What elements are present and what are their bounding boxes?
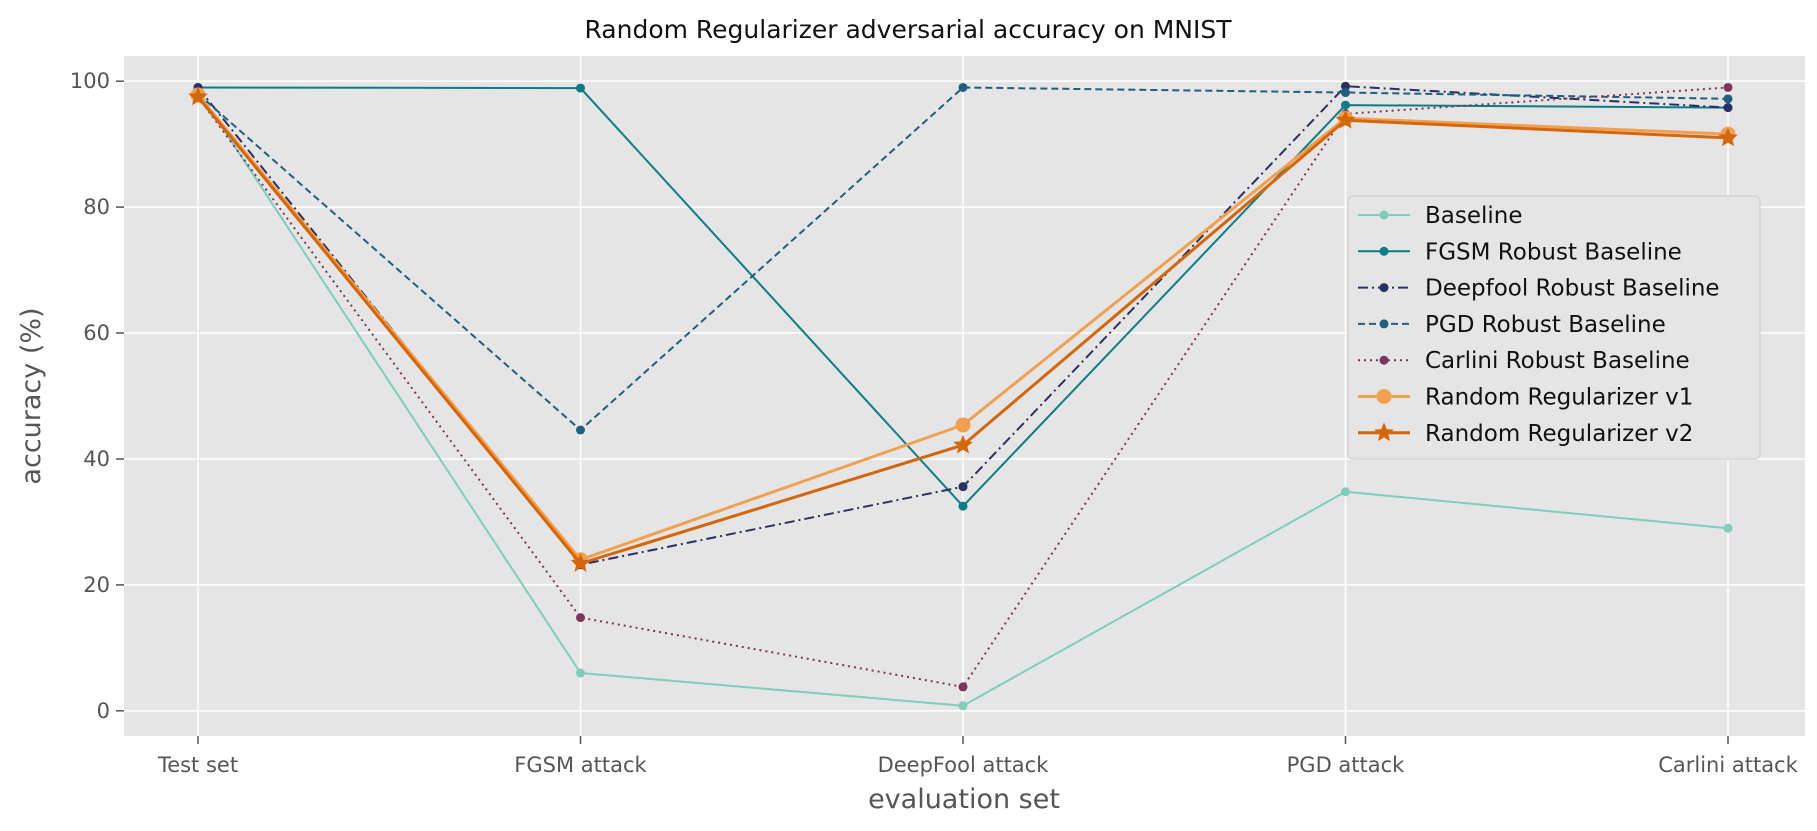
legend-item: Deepfool Robust Baseline xyxy=(1358,276,1720,302)
data-point xyxy=(958,682,968,692)
legend-item: Carlini Robust Baseline xyxy=(1358,348,1690,374)
legend-item: Baseline xyxy=(1358,203,1523,229)
data-point xyxy=(1718,127,1738,147)
legend-label: PGD Robust Baseline xyxy=(1425,312,1666,338)
legend: Baseline FGSM Robust Baseline Deepfool Rob… xyxy=(1347,195,1761,460)
legend-label: Baseline xyxy=(1425,203,1523,229)
legend-marker xyxy=(1379,210,1389,220)
legend-marker xyxy=(1379,246,1389,256)
legend-label: Carlini Robust Baseline xyxy=(1425,348,1690,374)
x-tick-label: DeepFool attack xyxy=(878,753,1050,777)
data-point xyxy=(955,417,971,433)
x-tick-label: Test set xyxy=(157,753,238,777)
data-point xyxy=(576,613,585,623)
legend-marker xyxy=(1379,355,1389,365)
series-pgd-robust-baseline xyxy=(193,82,1733,435)
data-point xyxy=(953,434,973,454)
data-point xyxy=(1335,109,1356,129)
data-point xyxy=(576,83,585,93)
data-point xyxy=(1341,100,1350,110)
legend-label: Random Regularizer v1 xyxy=(1425,385,1693,411)
y-tick-label: 100 xyxy=(70,69,110,93)
data-point xyxy=(1341,81,1350,91)
x-tick-label: Carlini attack xyxy=(1658,753,1798,777)
data-point xyxy=(1341,88,1350,98)
data-point xyxy=(958,501,968,511)
data-point xyxy=(958,82,968,92)
data-point xyxy=(958,482,968,492)
x-tick-label: FGSM attack xyxy=(514,753,647,777)
data-point xyxy=(1341,487,1350,497)
data-point xyxy=(188,86,208,106)
legend-item: FGSM Robust Baseline xyxy=(1358,239,1682,265)
y-axis-ticks: 0 20 40 60 80 100 xyxy=(70,69,124,723)
x-tick-label: PGD attack xyxy=(1287,753,1406,777)
legend-item: PGD Robust Baseline xyxy=(1358,312,1666,338)
series-random-regularizer-v2 xyxy=(188,86,1738,572)
series-line-pgd-robust-baseline xyxy=(197,86,1729,431)
legend-marker xyxy=(1379,319,1389,329)
y-tick-label: 20 xyxy=(83,573,110,597)
legend-marker xyxy=(1379,283,1389,293)
y-axis-label: accuracy (%) xyxy=(16,307,47,484)
data-point xyxy=(576,668,585,678)
legend-marker xyxy=(1376,389,1392,404)
y-tick-label: 60 xyxy=(83,321,110,345)
data-point xyxy=(1723,523,1733,533)
x-axis-label: evaluation set xyxy=(868,784,1060,815)
y-tick-label: 80 xyxy=(83,195,110,219)
legend-item: Random Regularizer v2 xyxy=(1358,421,1693,447)
data-point xyxy=(576,425,585,435)
data-point xyxy=(1723,103,1733,113)
legend-label: FGSM Robust Baseline xyxy=(1425,239,1682,265)
legend-frame xyxy=(1347,195,1761,460)
legend-label: Deepfool Robust Baseline xyxy=(1425,276,1720,302)
chart-title: Random Regularizer adversarial accuracy … xyxy=(584,15,1232,44)
legend-label: Random Regularizer v2 xyxy=(1425,421,1693,447)
legend-marker xyxy=(1374,422,1394,442)
data-point xyxy=(1723,82,1733,92)
data-point xyxy=(958,701,968,711)
data-point xyxy=(1723,94,1733,104)
data-point xyxy=(570,553,591,572)
y-tick-label: 40 xyxy=(83,447,110,471)
series-group xyxy=(188,81,1738,711)
legend-item: Random Regularizer v1 xyxy=(1358,385,1693,411)
y-tick-label: 0 xyxy=(97,699,110,723)
x-axis-ticks: Test set FGSM attack DeepFool attack PGD at… xyxy=(157,736,1799,777)
